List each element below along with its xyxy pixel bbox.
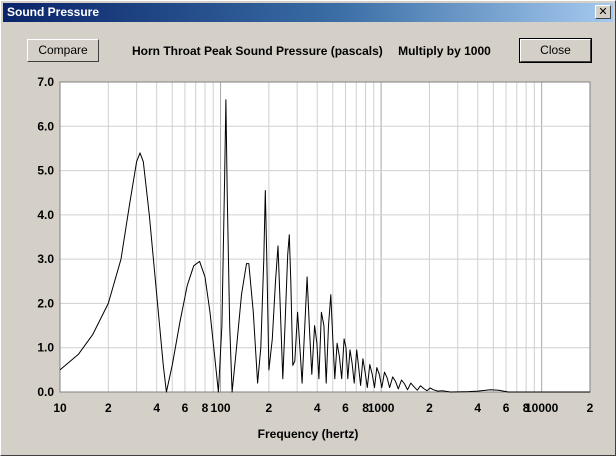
x-tick-label: 2 — [426, 401, 433, 415]
y-tick-label: 3.0 — [37, 252, 54, 266]
y-tick-label: 4.0 — [37, 208, 54, 222]
x-tick-label: 8 — [523, 401, 530, 415]
chart-multiplier-note: Multiply by 1000 — [398, 44, 491, 58]
x-tick-label: 2 — [587, 401, 594, 415]
y-axis-ticks: 0.0 1.0 2.0 3.0 4.0 5.0 6.0 7.0 — [37, 75, 54, 399]
close-window-icon[interactable]: ✕ — [595, 5, 611, 19]
chart-series — [59, 99, 590, 393]
x-tick-label: 6 — [503, 401, 510, 415]
compare-button[interactable]: Compare — [27, 39, 99, 62]
y-tick-label: 2.0 — [37, 296, 54, 310]
x-tick-label: 4 — [153, 401, 160, 415]
x-tick-label: 10 — [53, 401, 67, 415]
y-tick-label: 5.0 — [37, 164, 54, 178]
x-tick-label: 2 — [105, 401, 112, 415]
y-tick-label: 7.0 — [37, 75, 54, 89]
x-tick-label: 4 — [474, 401, 481, 415]
close-button[interactable]: Close — [519, 38, 592, 63]
title-bar[interactable]: Sound Pressure ✕ — [3, 3, 613, 22]
window-title: Sound Pressure — [7, 5, 100, 19]
plot-area — [60, 82, 590, 392]
x-tick-label: 2 — [266, 401, 273, 415]
x-tick-label: 6 — [342, 401, 349, 415]
y-tick-label: 6.0 — [37, 119, 54, 133]
x-tick-label: 8 — [202, 401, 209, 415]
pressure-curve — [59, 99, 590, 393]
x-tick-label: 100 — [211, 401, 231, 415]
y-tick-label: 0.0 — [37, 385, 54, 399]
x-tick-label: 10000 — [525, 401, 559, 415]
x-axis-label: Frequency (hertz) — [258, 427, 359, 441]
chart-title: Horn Throat Peak Sound Pressure (pascals… — [132, 44, 383, 58]
x-tick-label: 4 — [314, 401, 321, 415]
chart-heading: Horn Throat Peak Sound Pressure (pascals… — [132, 44, 491, 58]
plot-frame — [59, 81, 591, 393]
x-tick-label: 6 — [182, 401, 189, 415]
chart-grid — [59, 81, 591, 393]
x-tick-label: 1000 — [368, 401, 395, 415]
x-tick-label: 8 — [362, 401, 369, 415]
y-tick-label: 1.0 — [37, 341, 54, 355]
